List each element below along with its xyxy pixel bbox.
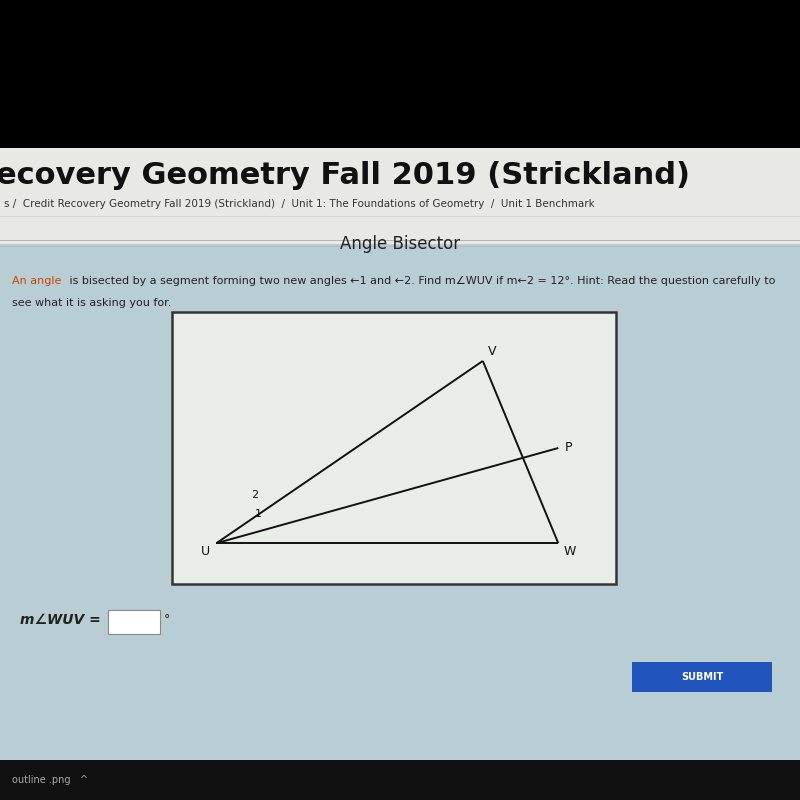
Bar [0, 148, 800, 760]
Text: 2: 2 [251, 490, 258, 500]
Text: 1: 1 [254, 510, 262, 519]
Text: see what it is asking you for.: see what it is asking you for. [12, 298, 171, 308]
Bar [632, 662, 772, 692]
Text: is bisected by a segment forming two new angles ←1 and ←2. Find m∠WUV if m←2 = 1: is bisected by a segment forming two new… [66, 276, 775, 286]
Text: V: V [488, 345, 496, 358]
Bar [0, 0, 800, 148]
Text: U: U [201, 545, 210, 558]
Text: SUBMIT: SUBMIT [681, 672, 723, 682]
Text: s /  Credit Recovery Geometry Fall 2019 (Strickland)  /  Unit 1: The Foundations: s / Credit Recovery Geometry Fall 2019 (… [4, 199, 594, 209]
Text: P: P [565, 442, 572, 454]
Text: W: W [563, 545, 575, 558]
Text: outline .png   ^: outline .png ^ [12, 775, 88, 785]
Text: °: ° [164, 614, 170, 626]
Bar [172, 312, 616, 584]
Bar [0, 148, 800, 244]
Text: ecovery Geometry Fall 2019 (Strickland): ecovery Geometry Fall 2019 (Strickland) [0, 162, 690, 190]
Bar [108, 610, 160, 634]
Bar [0, 760, 800, 800]
Text: m∠WUV =: m∠WUV = [20, 613, 101, 627]
Text: Angle Bisector: Angle Bisector [340, 235, 460, 253]
Text: An angle: An angle [12, 276, 62, 286]
